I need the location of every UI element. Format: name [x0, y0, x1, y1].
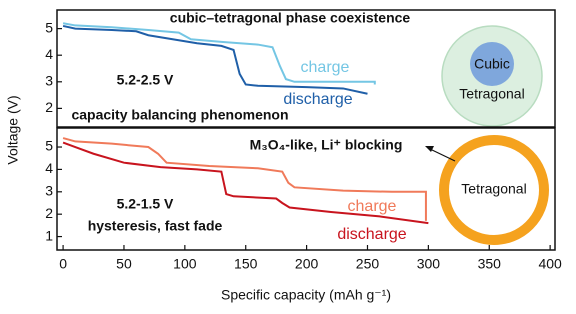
- x-tick-label: 100: [173, 256, 197, 272]
- y-tick-label: 5: [45, 138, 53, 154]
- series-label: charge: [348, 198, 397, 215]
- annotation: Cubic: [474, 56, 510, 72]
- x-tick-label: 0: [59, 256, 67, 272]
- y-tick-label: 5: [45, 19, 53, 35]
- y-tick-label: 4: [45, 160, 53, 176]
- annotation: 5.2-2.5 V: [117, 72, 174, 88]
- y-tick-label: 2: [45, 99, 53, 115]
- annotation: Tetragonal: [461, 181, 526, 197]
- figure: 2 3 4 5 Voltage (V) charge discharge cubic–tetr…: [0, 0, 576, 309]
- annotation: 5.2-1.5 V: [117, 196, 174, 212]
- x-tick-label: 350: [478, 256, 502, 272]
- annotation: Tetragonal: [459, 86, 524, 102]
- series-label: discharge: [337, 226, 406, 243]
- annotation: hysteresis, fast fade: [88, 218, 223, 234]
- x-tick-label: 400: [538, 256, 562, 272]
- y-tick-label: 4: [45, 46, 53, 62]
- x-tick-label: 250: [356, 256, 380, 272]
- y-tick-label: 1: [45, 227, 53, 243]
- x-tick-label: 300: [417, 256, 441, 272]
- annotation: M₃O₄-like, Li⁺ blocking: [250, 137, 403, 153]
- y-tick-label: 2: [45, 205, 53, 221]
- page: 2 3 4 5 Voltage (V) charge discharge cubic–tetr…: [0, 0, 576, 314]
- x-tick-label: 150: [234, 256, 258, 272]
- arrow-line: [430, 149, 455, 161]
- x-tick-label: 200: [295, 256, 319, 272]
- x-axis-label: Specific capacity (mAh g⁻¹): [221, 287, 391, 303]
- x-tick-label: 50: [116, 256, 132, 272]
- arrow-head: [425, 146, 434, 152]
- y-axis-label: Voltage (V): [5, 95, 21, 164]
- annotation: cubic–tetragonal phase coexistence: [170, 10, 411, 26]
- series-label: charge: [301, 59, 350, 76]
- y-tick-label: 3: [45, 72, 53, 88]
- y-tick-label: 3: [45, 183, 53, 199]
- series-label: discharge: [283, 91, 352, 108]
- annotation: capacity balancing phenomenon: [71, 107, 288, 123]
